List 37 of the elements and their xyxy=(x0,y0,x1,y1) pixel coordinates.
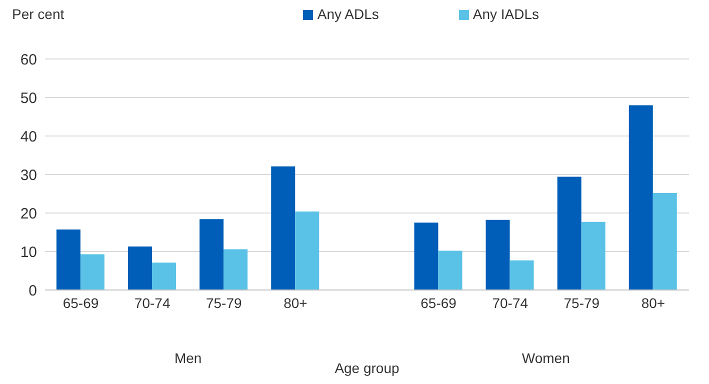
y-tick-label: 60 xyxy=(20,51,37,68)
bar xyxy=(56,230,80,290)
x-tick-label: 80+ xyxy=(284,294,308,311)
legend-label: Any IADLs xyxy=(472,6,539,22)
text: Women xyxy=(520,350,571,366)
bar xyxy=(152,262,176,290)
bar xyxy=(438,250,462,290)
bar xyxy=(652,192,677,290)
text: Men xyxy=(173,350,203,366)
bar xyxy=(414,222,438,290)
x-tick-label: 70-74 xyxy=(492,294,528,311)
x-tick-label: 75-79 xyxy=(206,294,242,311)
bar xyxy=(128,246,152,290)
x-tick-label: 80+ xyxy=(641,294,666,311)
bar xyxy=(271,166,296,290)
y-tick-label: 0 xyxy=(28,282,37,300)
bar xyxy=(628,105,653,290)
y-tick-label: 10 xyxy=(20,244,37,261)
bar xyxy=(581,222,606,290)
y-tick-label: 30 xyxy=(20,166,37,184)
bar xyxy=(295,211,320,290)
y-tick-label: 50 xyxy=(20,90,37,107)
x-tick-label: 65-69 xyxy=(62,294,99,311)
bar xyxy=(510,260,534,290)
y-tick-label: 20 xyxy=(20,205,37,222)
legend-label: Any ADLs xyxy=(317,6,379,22)
bar xyxy=(557,176,582,290)
bar xyxy=(200,219,224,290)
bar xyxy=(80,254,104,290)
x-tick-label: 70-74 xyxy=(134,294,170,311)
x-tick-label: 65-69 xyxy=(420,294,457,311)
x-tick-label: 75-79 xyxy=(564,294,600,311)
y-axis-title: Per cent xyxy=(12,6,64,22)
bar xyxy=(486,220,510,290)
x-axis-title: Age group xyxy=(334,360,400,376)
y-tick-label: 40 xyxy=(20,128,37,146)
bar xyxy=(224,249,248,290)
